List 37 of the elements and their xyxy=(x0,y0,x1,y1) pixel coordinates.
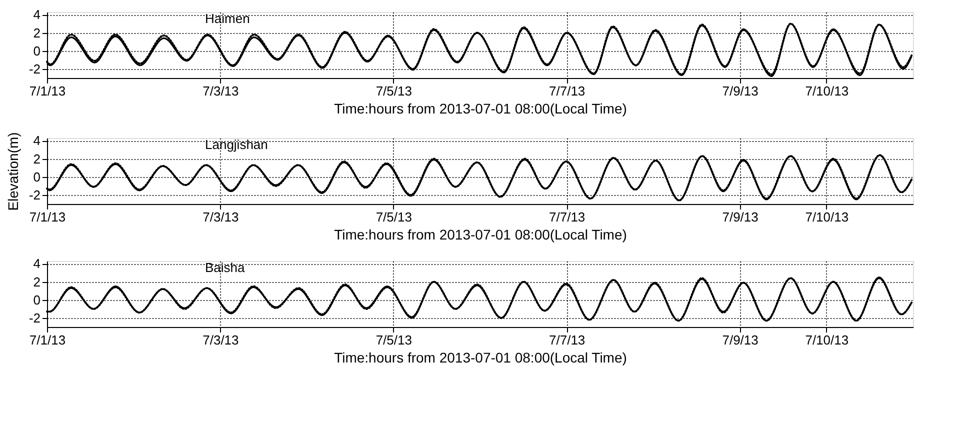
chart-title: Baisha xyxy=(205,260,246,275)
x-tick-label: 7/9/13 xyxy=(722,332,758,348)
y-tick-label: -2 xyxy=(28,187,40,202)
y-tick-label: 0 xyxy=(33,43,40,58)
chart-title: Langjishan xyxy=(205,137,268,152)
x-axis-title: Time:hours from 2013-07-01 08:00(Local Time) xyxy=(334,226,627,242)
y-tick-label: 2 xyxy=(33,151,40,166)
x-tick-label: 7/10/13 xyxy=(805,210,849,224)
x-tick-label: 7/5/13 xyxy=(376,332,412,348)
x-tick-label: 7/9/13 xyxy=(722,210,758,224)
x-tick-label: 7/3/13 xyxy=(202,84,239,98)
x-tick-label: 7/7/13 xyxy=(549,210,586,224)
y-tick-label: 0 xyxy=(33,292,40,308)
y-tick-label: 2 xyxy=(33,274,40,290)
x-tick-label: 7/5/13 xyxy=(376,84,412,98)
y-tick-label: 2 xyxy=(33,25,40,40)
y-tick-label: 4 xyxy=(33,7,40,22)
x-tick-label: 7/1/13 xyxy=(29,332,66,348)
x-tick-label: 7/9/13 xyxy=(722,84,758,98)
x-tick-label: 7/3/13 xyxy=(202,210,239,224)
x-tick-label: 7/7/13 xyxy=(549,84,586,98)
y-tick-label: 4 xyxy=(33,133,40,148)
x-tick-label: 7/10/13 xyxy=(805,84,849,98)
x-tick-label: 7/7/13 xyxy=(549,332,586,348)
x-axis-title: Time:hours from 2013-07-01 08:00(Local Time) xyxy=(334,100,627,116)
chart-title: Haimen xyxy=(205,11,250,26)
x-tick-label: 7/10/13 xyxy=(805,332,849,348)
x-tick-label: 7/3/13 xyxy=(202,332,239,348)
y-tick-label: -2 xyxy=(28,310,40,326)
x-axis-title: Time:hours from 2013-07-01 08:00(Local Time) xyxy=(334,350,627,366)
x-tick-label: 7/5/13 xyxy=(376,210,412,224)
y-tick-label: 0 xyxy=(33,169,40,184)
y-tick-label: 4 xyxy=(33,256,40,272)
y-axis-title: Elevation(m) xyxy=(4,132,21,211)
y-tick-label: -2 xyxy=(28,61,40,76)
x-tick-label: 7/1/13 xyxy=(29,84,66,98)
x-tick-label: 7/1/13 xyxy=(29,210,66,224)
